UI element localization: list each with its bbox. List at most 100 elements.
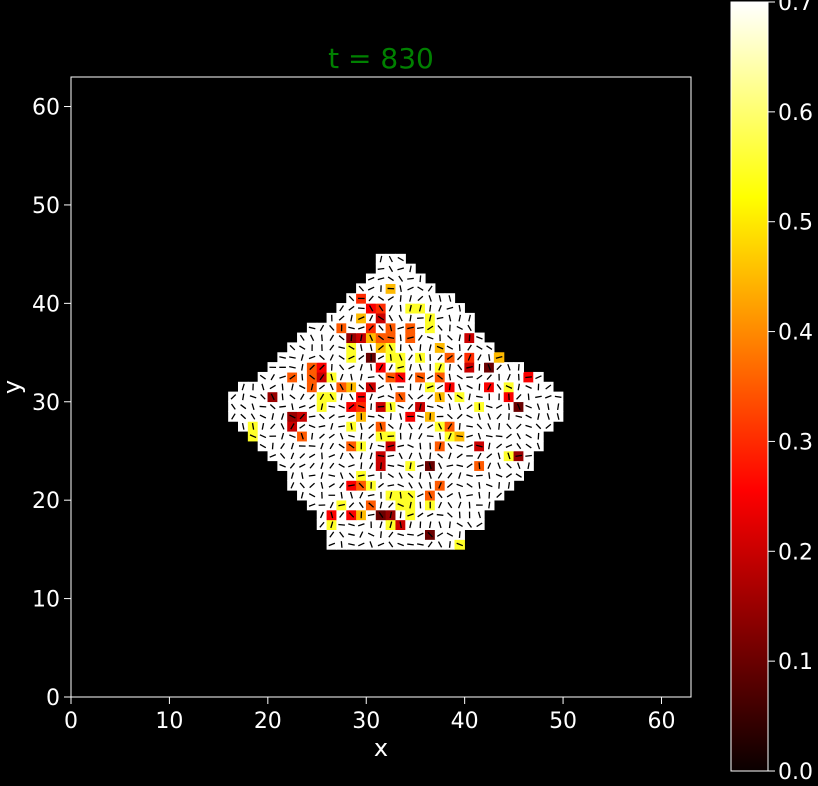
director-segment xyxy=(338,346,345,350)
director-segment xyxy=(261,423,265,430)
director-segment xyxy=(437,492,443,499)
director-segment xyxy=(418,423,423,430)
director-segment xyxy=(240,413,247,420)
director-segment xyxy=(290,442,295,450)
x-tick-label: 50 xyxy=(549,709,577,734)
director-segment xyxy=(496,443,503,449)
director-segment xyxy=(507,363,511,371)
director-segment xyxy=(417,375,424,379)
director-segment xyxy=(417,295,424,302)
director-segment xyxy=(270,373,275,381)
director-segment xyxy=(409,501,412,509)
director-segment xyxy=(437,453,443,459)
director-segment xyxy=(338,315,345,321)
director-segment xyxy=(448,373,452,381)
director-segment xyxy=(496,364,502,371)
director-segment xyxy=(476,423,483,430)
director-segment xyxy=(388,265,394,273)
director-segment xyxy=(448,541,451,548)
director-segment xyxy=(436,513,444,516)
director-segment xyxy=(417,286,424,291)
director-segment xyxy=(230,394,237,400)
director-segment xyxy=(368,305,374,312)
director-segment xyxy=(505,433,512,439)
director-segment xyxy=(241,423,245,430)
director-segment xyxy=(387,336,395,340)
director-segment xyxy=(525,385,532,389)
director-segment xyxy=(428,344,432,351)
director-segment xyxy=(535,375,542,380)
director-segment xyxy=(458,383,462,391)
director-segment xyxy=(379,255,383,263)
director-segment xyxy=(446,306,454,310)
director-segment xyxy=(436,316,444,320)
director-segment xyxy=(506,462,512,469)
director-segment xyxy=(348,404,355,410)
director-segment xyxy=(436,532,444,537)
director-segment xyxy=(446,354,453,360)
director-segment xyxy=(496,492,502,498)
director-segment xyxy=(387,473,394,478)
colorbar-tick-label: 0.1 xyxy=(778,650,813,675)
y-tick-label: 0 xyxy=(46,686,60,711)
director-segment xyxy=(457,501,462,509)
director-segment xyxy=(289,365,296,369)
director-segment xyxy=(328,454,336,458)
director-segment xyxy=(338,425,345,428)
director-segment xyxy=(329,462,335,469)
director-segment xyxy=(280,442,285,450)
director-segment xyxy=(456,522,463,528)
director-segment xyxy=(308,415,316,418)
director-segment xyxy=(320,442,324,450)
director-segment xyxy=(496,413,502,420)
director-segment xyxy=(488,472,491,479)
director-segment xyxy=(397,374,404,380)
director-segment xyxy=(329,354,334,361)
director-segment xyxy=(279,452,286,459)
director-segment xyxy=(309,394,315,400)
director-segment xyxy=(407,543,414,546)
director-segment xyxy=(476,395,483,399)
director-segment xyxy=(517,363,520,371)
director-segment xyxy=(409,295,412,302)
director-segment xyxy=(308,424,316,429)
director-segment xyxy=(377,444,385,448)
director-segment xyxy=(448,295,452,302)
director-segment xyxy=(515,473,522,478)
director-segment xyxy=(398,472,403,479)
director-segment xyxy=(429,452,432,460)
director-segment xyxy=(259,443,267,449)
director-segment xyxy=(448,314,452,322)
director-segment xyxy=(456,542,464,547)
director-segment xyxy=(407,513,414,517)
director-segment xyxy=(556,403,560,411)
director-segment xyxy=(329,531,335,538)
director-segment xyxy=(348,533,355,536)
director-segment xyxy=(290,452,295,460)
director-segment xyxy=(399,413,403,420)
director-segment xyxy=(251,403,255,411)
director-segment xyxy=(360,432,363,440)
director-segment xyxy=(280,423,285,430)
director-segment xyxy=(348,502,355,508)
director-segment xyxy=(308,493,316,498)
director-segment xyxy=(350,334,353,342)
director-segment xyxy=(329,334,335,341)
director-segment xyxy=(250,413,256,420)
director-segment xyxy=(438,501,443,509)
director-segment xyxy=(367,532,375,537)
director-segment xyxy=(447,501,453,509)
director-segment xyxy=(367,513,375,517)
director-segment xyxy=(448,403,452,411)
director-segment xyxy=(369,334,374,342)
director-segment xyxy=(280,413,285,420)
director-segment xyxy=(230,403,236,410)
director-segment xyxy=(448,521,451,529)
director-segment xyxy=(417,394,424,400)
director-segment xyxy=(308,474,316,477)
director-segment xyxy=(379,521,383,529)
director-segment xyxy=(408,373,413,381)
director-segment xyxy=(525,454,532,457)
director-segment xyxy=(467,344,472,351)
director-segment xyxy=(438,462,443,469)
